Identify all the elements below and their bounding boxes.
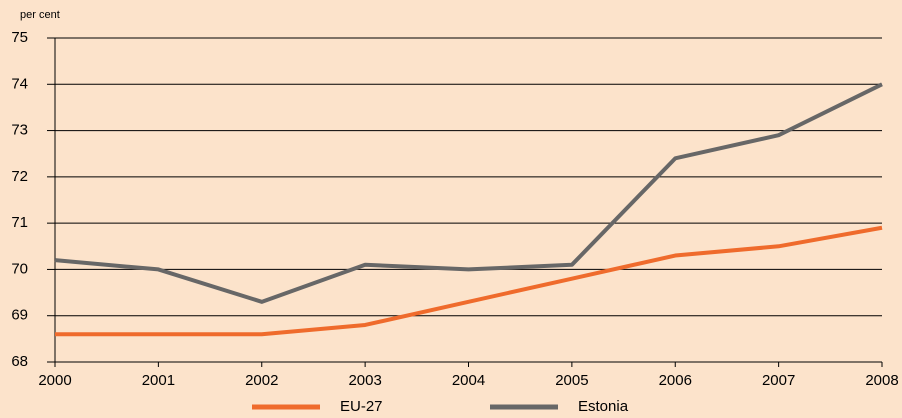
x-tick-label: 2004 <box>452 372 485 389</box>
x-tick-label: 2002 <box>245 372 278 389</box>
y-tick-label: 69 <box>11 307 28 324</box>
y-axis-label: per cent <box>20 9 60 21</box>
series-line <box>54 82 883 304</box>
y-tick-label: 75 <box>11 29 28 46</box>
x-tick-label: 2000 <box>38 372 71 389</box>
legend-label: EU-27 <box>340 398 383 415</box>
y-tick-label: 73 <box>11 122 28 139</box>
series-line <box>55 225 883 337</box>
y-tick-label: 74 <box>11 75 28 92</box>
x-tick-label: 2001 <box>142 372 175 389</box>
x-tick-label: 2008 <box>865 372 898 389</box>
y-tick-label: 71 <box>11 214 28 231</box>
y-tick-label: 72 <box>11 168 28 185</box>
x-tick-label: 2006 <box>659 372 692 389</box>
y-tick-label: 70 <box>11 260 28 277</box>
legend-label: Estonia <box>578 398 629 415</box>
x-tick-label: 2007 <box>762 372 795 389</box>
x-tick-label: 2005 <box>555 372 588 389</box>
x-tick-label: 2003 <box>348 372 381 389</box>
y-tick-label: 68 <box>11 353 28 370</box>
